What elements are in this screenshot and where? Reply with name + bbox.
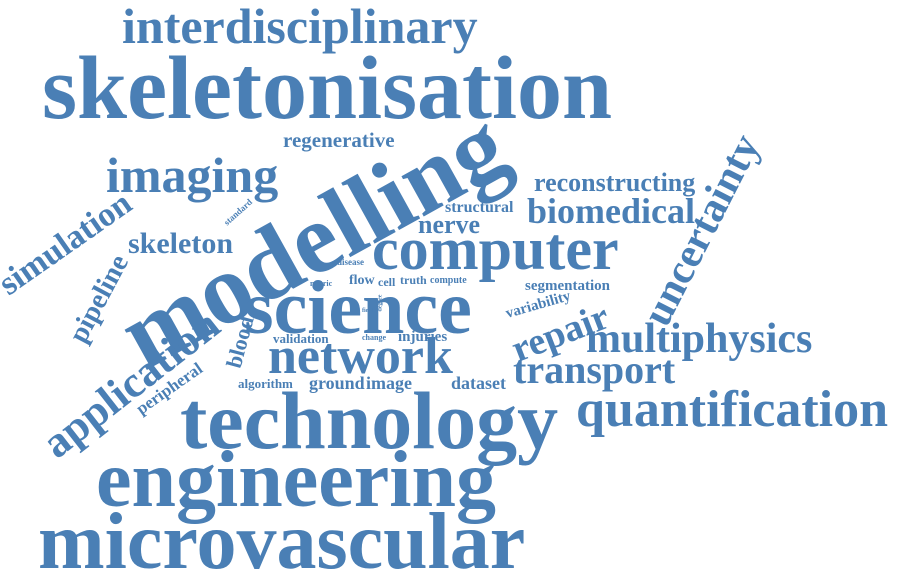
- word-image: image: [366, 373, 412, 393]
- word-compute: compute: [430, 275, 467, 286]
- word-validation: validation: [273, 331, 329, 346]
- word-field: field: [362, 308, 374, 314]
- word-transport: transport: [513, 347, 676, 392]
- word-disease: disease: [337, 257, 364, 267]
- word-skeletonisation: skeletonisation: [42, 39, 613, 138]
- word-microvascular: microvascular: [38, 498, 526, 572]
- word-ground: ground: [309, 373, 365, 393]
- word-skeleton: skeleton: [128, 227, 233, 260]
- word-reconstructing: reconstructing: [534, 168, 696, 197]
- word-network: network: [268, 328, 453, 385]
- word-engineering: engineering: [96, 436, 496, 524]
- word-structural: structural: [445, 199, 514, 216]
- word-flow: flow: [349, 273, 375, 288]
- word-dataset: dataset: [451, 373, 506, 393]
- word-imaging: imaging: [106, 147, 279, 203]
- word-algorithm: algorithm: [238, 376, 293, 391]
- word-cell: cell: [378, 275, 396, 289]
- word-change: change: [362, 333, 386, 342]
- word-degree: degree: [377, 294, 384, 312]
- word-multiphysics: multiphysics: [586, 316, 813, 362]
- word-computer: computer: [372, 216, 619, 282]
- word-quantification: quantification: [576, 381, 889, 438]
- word-metric: metric: [310, 279, 333, 288]
- word-injuries: injuries: [398, 329, 448, 345]
- word-nerve: nerve: [418, 210, 481, 239]
- word-regenerative: regenerative: [283, 128, 395, 152]
- word-segmentation: segmentation: [525, 278, 610, 294]
- word-truth: truth: [400, 273, 427, 287]
- word-technology: technology: [180, 375, 559, 466]
- word-interdisciplinary: interdisciplinary: [122, 0, 478, 54]
- word-science: science: [244, 266, 472, 350]
- word-biomedical: biomedical: [527, 191, 695, 231]
